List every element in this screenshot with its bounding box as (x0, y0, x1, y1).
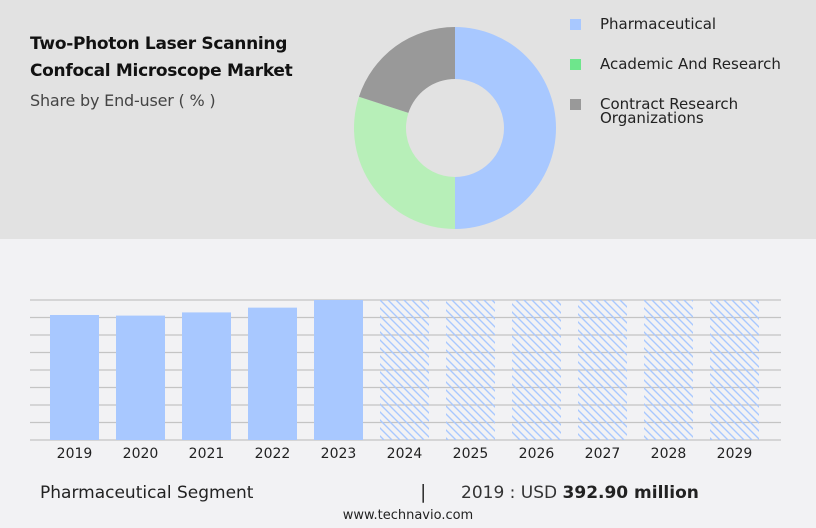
x-label-2028: 2028 (650, 446, 687, 462)
source-link[interactable]: www.technavio.com (342, 508, 474, 523)
title-line-2: Confocal Microscope Market (30, 61, 293, 81)
value-prefix: 2019 : USD (461, 483, 563, 503)
title-line-1: Two-Photon Laser Scanning (30, 34, 288, 54)
donut-slice-pharmaceutical (455, 27, 556, 229)
legend-swatch-icon (570, 59, 581, 70)
x-label-2029: 2029 (716, 446, 753, 462)
bar-2019 (50, 314, 99, 440)
x-label-2021: 2021 (188, 446, 225, 462)
value-amount: 392.90 million (562, 483, 699, 503)
bar-2025 (446, 300, 495, 440)
x-label-2026: 2026 (518, 446, 555, 462)
x-label-2022: 2022 (254, 446, 291, 462)
x-label-2025: 2025 (452, 446, 489, 462)
legend-label: Pharmaceutical (600, 15, 717, 33)
bar-2027 (578, 300, 627, 440)
bar-2022 (248, 307, 297, 440)
chart-subtitle: Share by End-user ( % ) (30, 91, 216, 110)
chart-title: Two-Photon Laser Scanning Confocal Micro… (30, 31, 293, 85)
legend-swatch-icon (570, 19, 581, 30)
legend-swatch-icon (570, 99, 581, 110)
bar-2023 (314, 300, 363, 440)
x-label-2024: 2024 (386, 446, 423, 462)
bar-2021 (182, 312, 231, 440)
x-label-2027: 2027 (584, 446, 621, 462)
separator: | (420, 481, 427, 503)
segment-value: 2019 : USD 392.90 million (461, 483, 699, 503)
bar-2029 (710, 300, 759, 440)
legend-label-line-2: Organizations (600, 109, 704, 127)
bar-2024 (380, 300, 429, 440)
bar-2026 (512, 300, 561, 440)
donut-slice-academic-and-research (354, 96, 455, 230)
legend-label: Contract Research (600, 95, 739, 113)
legend-label: Academic And Research (600, 55, 781, 73)
donut-slice-contract-research-organizations (358, 27, 455, 113)
segment-label: Pharmaceutical Segment (40, 483, 254, 503)
donut-chart (354, 27, 556, 230)
bar-2028 (644, 300, 693, 440)
x-label-2019: 2019 (56, 446, 93, 462)
x-label-2020: 2020 (122, 446, 159, 462)
bar-2020 (116, 315, 165, 440)
x-label-2023: 2023 (320, 446, 357, 462)
